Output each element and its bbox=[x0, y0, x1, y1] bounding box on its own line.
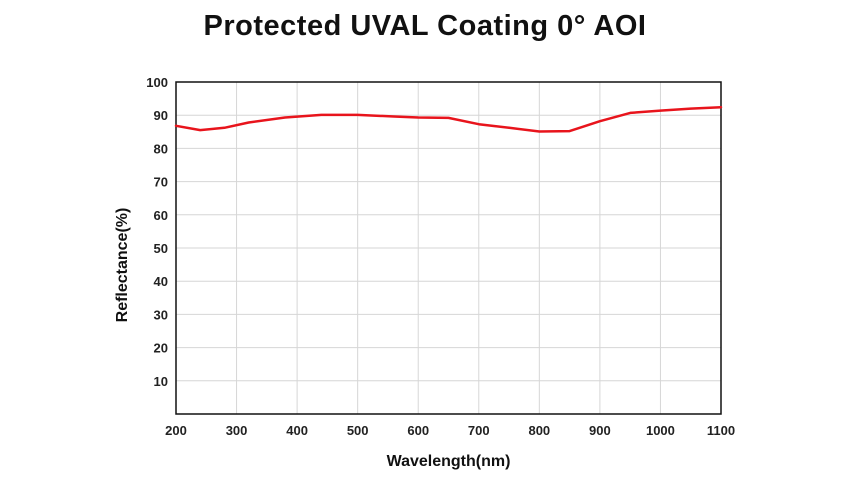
x-tick-label: 1100 bbox=[707, 423, 735, 438]
x-tick-label: 300 bbox=[226, 423, 248, 438]
x-tick-label: 200 bbox=[165, 423, 187, 438]
y-tick-label: 60 bbox=[154, 208, 168, 223]
x-tick-label: 500 bbox=[347, 423, 369, 438]
y-tick-label: 20 bbox=[154, 341, 168, 356]
y-tick-label: 70 bbox=[154, 175, 168, 190]
x-tick-label: 400 bbox=[286, 423, 308, 438]
plot-frame bbox=[175, 81, 722, 415]
x-tick-label: 600 bbox=[407, 423, 429, 438]
x-tick-label: 1000 bbox=[646, 423, 675, 438]
y-tick-label: 30 bbox=[154, 307, 168, 322]
y-tick-label: 100 bbox=[146, 75, 168, 90]
y-axis-title: Reflectance(%) bbox=[114, 208, 131, 323]
grid-layer bbox=[176, 82, 721, 414]
reflectance-series-line bbox=[174, 105, 723, 133]
y-tick-label: 10 bbox=[154, 374, 168, 389]
x-tick-label: 800 bbox=[528, 423, 550, 438]
x-tick-label: 900 bbox=[589, 423, 611, 438]
y-tick-label: 40 bbox=[154, 274, 168, 289]
y-tick-label: 90 bbox=[154, 108, 168, 123]
y-tick-label: 80 bbox=[154, 141, 168, 156]
chart-title: Protected UVAL Coating 0° AOI bbox=[203, 10, 647, 42]
x-tick-label: 700 bbox=[468, 423, 490, 438]
y-tick-label: 50 bbox=[154, 241, 168, 256]
x-axis-title: Wavelength(nm) bbox=[387, 453, 511, 470]
tick-layer: 200 300 400 500 600 700 800 900 1000 1100 10 20 30 40… bbox=[146, 75, 735, 438]
